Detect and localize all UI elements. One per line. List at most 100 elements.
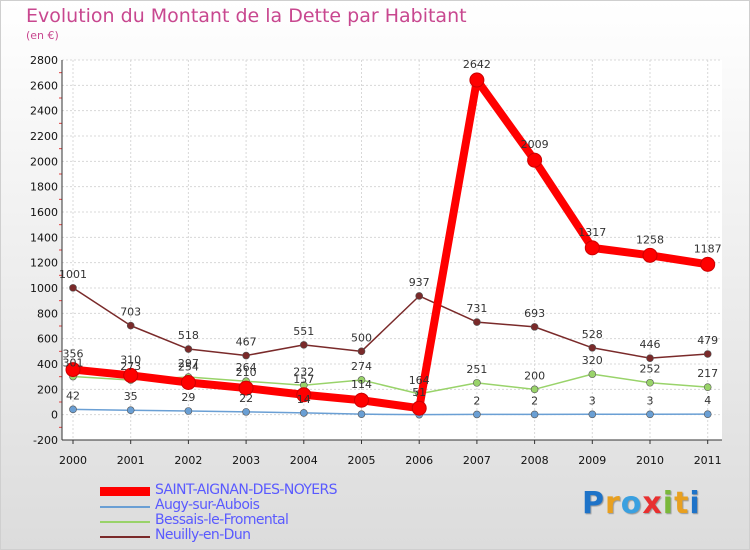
- data-point: [411, 400, 427, 416]
- data-point: [530, 385, 539, 394]
- data-label: 310: [120, 353, 141, 366]
- data-label: 320: [582, 354, 603, 367]
- data-point: [354, 392, 369, 408]
- x-tick-label: 2001: [117, 454, 145, 467]
- data-point: [69, 405, 77, 414]
- data-label: 2: [531, 394, 538, 407]
- y-tick-label: 2800: [30, 54, 58, 67]
- x-tick-label: 2008: [521, 454, 549, 467]
- legend-label: Augy-sur-Aubois: [155, 497, 260, 513]
- data-label: 500: [351, 331, 372, 344]
- data-label: 22: [239, 392, 253, 405]
- data-point: [180, 374, 196, 390]
- data-label: 551: [293, 325, 314, 338]
- data-label: 1187: [694, 242, 722, 255]
- x-tick-label: 2000: [59, 454, 87, 467]
- y-tick-label: 2400: [30, 105, 58, 118]
- data-point: [642, 247, 658, 263]
- legend-swatch: [100, 520, 150, 523]
- y-tick-label: 1800: [30, 181, 58, 194]
- data-label: 297: [178, 357, 199, 370]
- x-tick-label: 2011: [694, 454, 722, 467]
- legend-label: Bessais-le-Fromental: [155, 512, 289, 528]
- legend-label: Neuilly-en-Dun: [155, 527, 251, 543]
- data-label: 1258: [636, 233, 664, 246]
- data-label: 114: [351, 378, 372, 391]
- chart-title: Evolution du Montant de la Dette par Hab…: [26, 5, 467, 27]
- data-point: [646, 354, 654, 362]
- legend-swatch: [100, 487, 150, 496]
- y-tick-label: 200: [37, 383, 58, 396]
- data-point: [473, 318, 481, 326]
- data-label: 467: [236, 336, 257, 349]
- data-point: [296, 387, 312, 403]
- data-point: [242, 408, 250, 416]
- data-label: 479: [697, 334, 718, 347]
- data-point: [469, 72, 485, 88]
- data-label: 2642: [463, 58, 491, 71]
- data-point: [299, 409, 308, 417]
- data-label: 164: [409, 374, 430, 387]
- data-label: 210: [236, 366, 257, 379]
- y-tick-label: 1400: [30, 231, 58, 244]
- data-label: 2: [473, 394, 480, 407]
- data-label: 157: [293, 373, 314, 386]
- data-point: [184, 345, 193, 353]
- data-label: 3: [589, 394, 596, 407]
- data-point: [357, 410, 366, 418]
- y-tick-label: 2000: [30, 155, 58, 168]
- series-line-1: [72, 408, 708, 416]
- y-tick-label: 1000: [30, 282, 58, 295]
- data-point: [238, 380, 254, 396]
- y-tick-label: 2200: [30, 130, 58, 143]
- data-point: [588, 343, 597, 352]
- data-label: 51: [412, 386, 426, 399]
- legend-label: SAINT-AIGNAN-DES-NOYERS: [155, 482, 338, 498]
- y-tick-label: -200: [33, 434, 58, 447]
- proxiti-logo: Proxiti: [582, 486, 701, 521]
- y-tick-label: 2600: [30, 79, 58, 92]
- data-point: [415, 292, 424, 300]
- data-point: [646, 410, 654, 419]
- data-label: 217: [697, 367, 718, 380]
- x-tick-label: 2003: [232, 454, 260, 467]
- y-tick-label: 600: [37, 333, 58, 346]
- data-point: [700, 256, 716, 272]
- data-label: 252: [640, 363, 661, 376]
- data-label: 518: [178, 329, 199, 342]
- data-point: [530, 323, 539, 331]
- data-label: 2009: [521, 138, 549, 151]
- series-line-3: [72, 287, 708, 359]
- y-tick-label: 800: [37, 307, 58, 320]
- data-point: [588, 410, 597, 419]
- data-label: 528: [582, 328, 603, 341]
- data-label: 42: [66, 389, 80, 402]
- series-line-0: [72, 76, 709, 413]
- data-point: [646, 378, 654, 387]
- data-point: [357, 347, 366, 356]
- data-label: 264: [236, 361, 257, 374]
- data-point: [530, 410, 539, 419]
- legend-swatch: [100, 535, 150, 538]
- data-label: 3: [647, 394, 654, 407]
- data-label: 14: [297, 393, 311, 406]
- data-label: 693: [524, 307, 545, 320]
- x-tick-label: 2010: [636, 454, 664, 467]
- data-label: 703: [120, 306, 141, 319]
- data-point: [126, 321, 135, 330]
- data-label: 274: [351, 360, 372, 373]
- data-point: [357, 376, 366, 384]
- x-tick-label: 2005: [348, 454, 376, 467]
- data-point: [242, 351, 250, 360]
- data-label: 254: [178, 360, 199, 373]
- y-tick-label: 400: [37, 358, 58, 371]
- x-tick-label: 2007: [463, 454, 491, 467]
- x-tick-label: 2009: [578, 454, 606, 467]
- data-label: 251: [466, 363, 487, 376]
- data-label: 200: [524, 369, 545, 382]
- data-point: [588, 370, 597, 378]
- data-point: [299, 341, 308, 349]
- data-point: [473, 410, 481, 419]
- data-point: [527, 152, 543, 168]
